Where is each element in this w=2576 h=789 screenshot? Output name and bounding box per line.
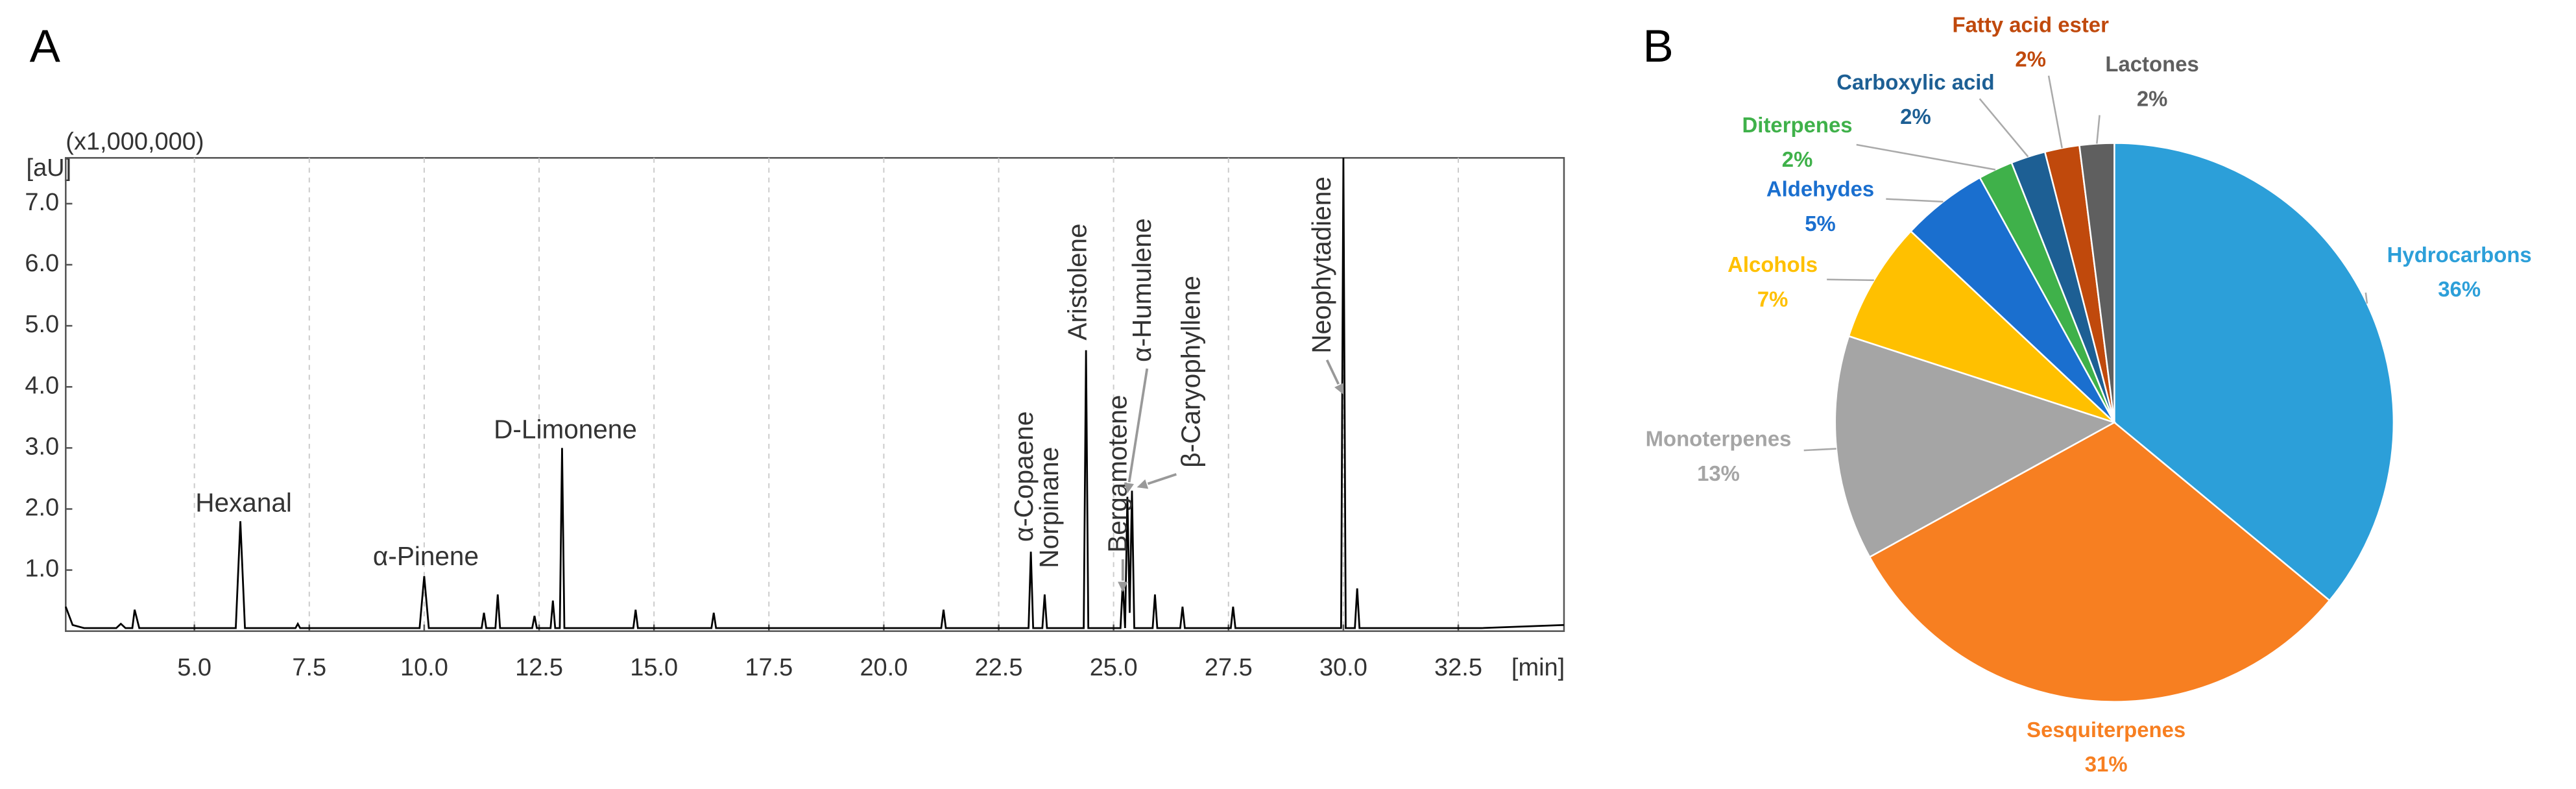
pie-slice <box>1848 230 2115 424</box>
slice-label: Sesquiterpenes <box>2027 718 2185 742</box>
y-tick-label: 6.0 <box>25 250 59 277</box>
x-tick-label: 22.5 <box>975 654 1023 681</box>
leader-line <box>1979 98 2029 158</box>
peak-label: Bergamotene <box>1102 395 1132 553</box>
y-tick-label: 7.0 <box>25 189 59 216</box>
peak-label: α-Humulene <box>1127 218 1157 362</box>
arrow-line <box>1325 359 1340 385</box>
leader-line <box>1803 448 1836 452</box>
x-tick-label: 17.5 <box>745 654 793 681</box>
slice-percent: 2% <box>1782 147 1813 171</box>
arrow-head <box>1137 479 1149 489</box>
slice-percent: 2% <box>2137 86 2168 110</box>
slice-label: Alcohols <box>1727 252 1818 276</box>
leader-line <box>1886 198 1944 203</box>
y-tick-label: 2.0 <box>25 494 59 521</box>
arrow-head <box>1124 482 1135 494</box>
y-multiplier: (x1,000,000) <box>66 128 204 156</box>
x-tick-label: 20.0 <box>860 654 908 681</box>
slice-percent: 36% <box>2438 277 2481 301</box>
leader-line <box>1856 143 1996 171</box>
slice-label: Fatty acid ester <box>1952 12 2109 36</box>
peak-label: α-Copaene <box>1009 411 1039 542</box>
pie-slice <box>2113 142 2395 602</box>
leader-line <box>2365 292 2368 304</box>
x-tick-label: 15.0 <box>630 654 678 681</box>
peak-label: Neophytadiene <box>1306 176 1336 354</box>
arrow-line <box>1147 473 1177 485</box>
y-tick-label: 5.0 <box>25 311 59 338</box>
x-tick-label: 5.0 <box>177 654 211 681</box>
leader-line <box>2047 75 2063 149</box>
y-tick-label: 1.0 <box>25 555 59 583</box>
peak-label: β-Caryophyllene <box>1175 276 1205 468</box>
x-tick-label: 30.0 <box>1319 654 1367 681</box>
pie-slice <box>1834 335 2117 559</box>
x-axis-label: [min] <box>1511 654 1565 681</box>
arrow-head <box>1334 383 1343 394</box>
x-tick-label: 27.5 <box>1205 654 1253 681</box>
chromatogram-line <box>64 158 1565 629</box>
x-tick-label: 32.5 <box>1434 654 1482 681</box>
leader-line <box>2096 115 2101 144</box>
peak-label: Hexanal <box>195 488 292 518</box>
panel-label: B <box>1643 21 1674 72</box>
pie-slice <box>1868 421 2331 703</box>
slice-percent: 31% <box>2085 752 2128 776</box>
y-tick-label: 3.0 <box>25 433 59 460</box>
slice-percent: 2% <box>1900 104 1931 128</box>
x-tick-label: 7.5 <box>292 654 326 681</box>
x-tick-label: 25.0 <box>1090 654 1138 681</box>
slice-percent: 2% <box>2015 47 2046 71</box>
slice-label: Aldehydes <box>1766 177 1874 201</box>
slice-percent: 7% <box>1757 287 1788 311</box>
slice-label: Diterpenes <box>1742 113 1853 137</box>
arrow-head <box>1118 581 1128 592</box>
peak-label: D-Limonene <box>494 415 637 444</box>
arrow-line <box>1127 368 1149 483</box>
y-axis-label: [aU] <box>27 154 72 182</box>
slice-label: Lactones <box>2105 52 2198 76</box>
peak-label: Norpinane <box>1034 447 1064 568</box>
slice-label: Carboxylic acid <box>1836 70 1994 94</box>
panel-label: A <box>30 21 61 72</box>
slice-percent: 5% <box>1805 212 1836 236</box>
slice-percent: 13% <box>1697 461 1740 485</box>
slice-label: Monoterpenes <box>1646 427 1792 451</box>
pie-slice <box>2078 142 2115 423</box>
x-tick-label: 12.5 <box>515 654 563 681</box>
slice-label: Hydrocarbons <box>2387 243 2532 267</box>
x-tick-label: 10.0 <box>400 654 448 681</box>
peak-label: α-Pinene <box>373 541 479 571</box>
plot-frame <box>65 157 1565 632</box>
y-tick-label: 4.0 <box>25 372 59 399</box>
peak-label: Aristolene <box>1063 223 1092 340</box>
